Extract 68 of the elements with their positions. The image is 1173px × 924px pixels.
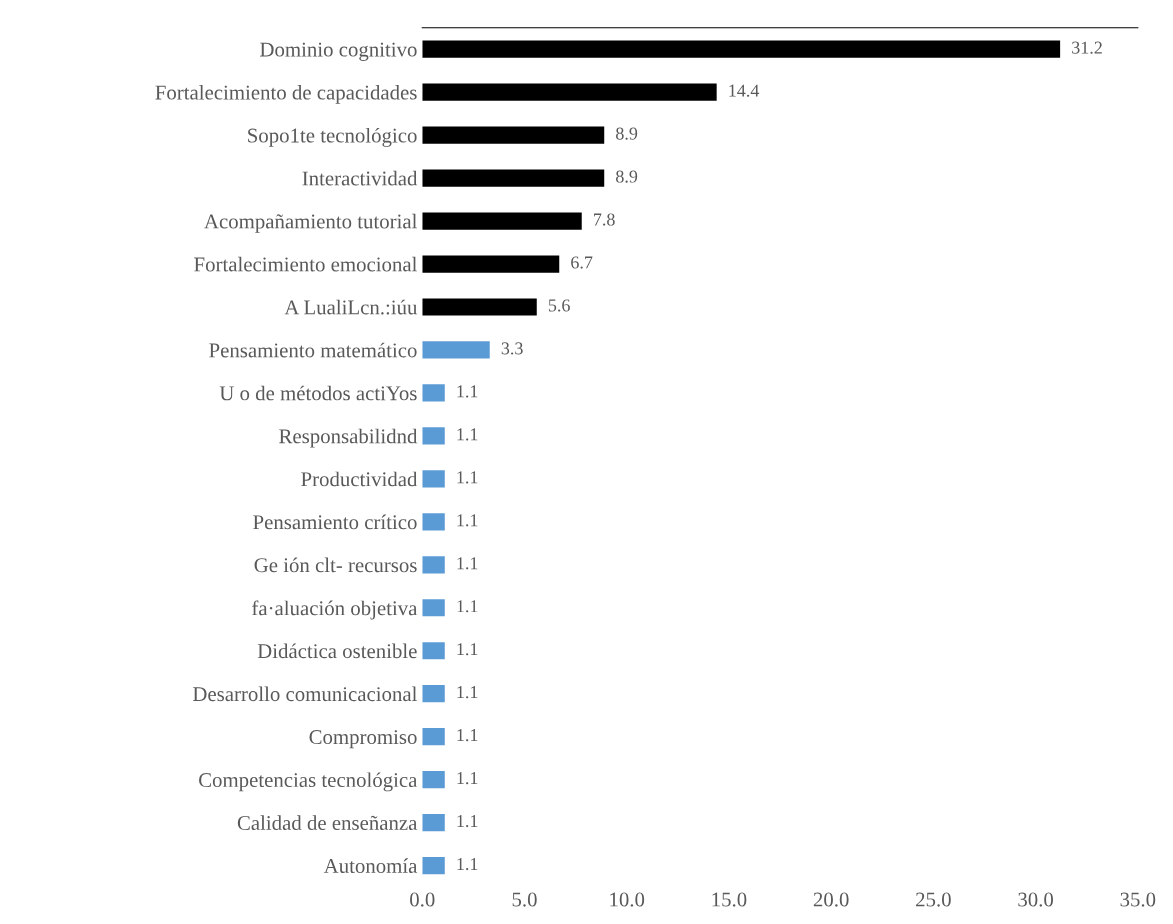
x-tick-label: 0.0 — [410, 892, 435, 907]
bar — [422, 298, 537, 316]
data-label: 8.9 — [616, 127, 638, 140]
data-label: 14.4 — [729, 84, 760, 97]
bar — [422, 255, 560, 273]
y-tick-label: Autonomía — [323, 858, 418, 873]
bar — [422, 83, 717, 101]
y-tick-label: Responsabilidnd — [279, 428, 418, 448]
y-tick-label: Calidad de enseñanza — [237, 815, 418, 831]
y-tick-label: A LualiLcn.:iúu — [284, 299, 418, 315]
x-tick-label: 30.0 — [1018, 892, 1054, 907]
x-tick-label: 20.0 — [813, 892, 849, 907]
y-tick-label: Didáctica ostenible — [257, 643, 417, 659]
y-tick-label: fa·aluación objetiva — [252, 600, 418, 620]
y-tick-label: Ge ión clt- recursos — [254, 557, 417, 573]
y-tick-label: Sopo1te tecnológico — [248, 127, 417, 147]
y-tick-label: U o de métodos actiYos — [219, 385, 417, 401]
data-label: 1.1 — [457, 385, 478, 398]
bar — [422, 814, 445, 832]
y-tick-label: Dominio cognitivo — [260, 42, 417, 61]
data-label: 1.1 — [457, 428, 478, 441]
y-tick-label: Compromiso — [309, 730, 417, 749]
data-label: 8.9 — [616, 170, 638, 183]
data-label: 1.1 — [457, 557, 478, 570]
bar — [422, 169, 605, 187]
bar — [422, 728, 445, 746]
data-label: 1.1 — [457, 857, 478, 871]
bar — [422, 126, 605, 144]
x-tick-label: 25.0 — [916, 892, 951, 907]
bar — [422, 771, 445, 789]
y-tick-label: Interactividad — [302, 170, 418, 186]
bar — [422, 427, 445, 445]
x-tick-label: 35.0 — [1120, 892, 1156, 907]
bar — [422, 685, 445, 703]
bar — [422, 556, 445, 574]
bar — [422, 642, 445, 660]
y-tick-label: Competencias tecnológica — [199, 772, 418, 792]
y-tick-label: Fortalecimiento emocional — [194, 256, 417, 272]
data-label: 1.1 — [457, 815, 478, 828]
bar — [422, 40, 1061, 58]
bar — [422, 513, 445, 531]
y-tick-label: Pensamiento matemático — [209, 342, 417, 358]
x-tick-label: 5.0 — [512, 892, 537, 907]
data-label: 1.1 — [457, 600, 478, 613]
data-label: 3.3 — [501, 342, 523, 355]
data-label: 1.1 — [457, 772, 478, 785]
y-tick-label: Productividad — [301, 471, 418, 487]
bar — [422, 212, 582, 230]
x-tick-label: 15.0 — [712, 892, 747, 907]
bar — [422, 341, 490, 359]
data-label: 1.1 — [457, 514, 478, 527]
y-tick-label: Pensamiento crítico — [253, 514, 417, 530]
bar — [422, 384, 445, 402]
x-tick-label: 10.0 — [610, 892, 645, 907]
data-label: 6.7 — [571, 256, 593, 269]
bar — [422, 599, 445, 617]
data-label: 1.1 — [457, 729, 478, 742]
data-label: 1.1 — [457, 686, 478, 699]
data-label: 31.2 — [1072, 41, 1102, 54]
y-tick-label: Fortalecimiento de capacidades — [155, 84, 417, 104]
y-tick-label: Desarrollo comunicacional — [192, 686, 417, 702]
y-tick-label: Acompañamiento tutorial — [204, 213, 417, 233]
data-label: 1.1 — [457, 471, 478, 484]
bar — [422, 856, 445, 875]
data-label: 5.6 — [548, 299, 570, 312]
data-label: 1.1 — [457, 643, 478, 656]
data-label: 7.8 — [594, 213, 615, 226]
bar — [422, 470, 445, 488]
